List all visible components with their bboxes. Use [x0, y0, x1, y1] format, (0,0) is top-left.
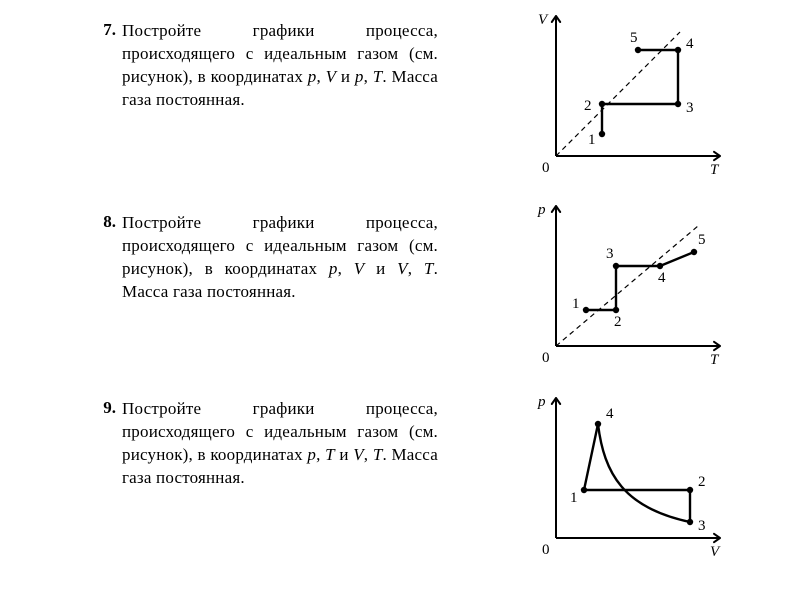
- svg-text:0: 0: [542, 160, 550, 176]
- svg-text:3: 3: [686, 100, 694, 116]
- svg-text:2: 2: [698, 474, 706, 490]
- diagram: 12345TV0: [530, 6, 730, 181]
- diagram: 12345Tp0: [530, 196, 730, 371]
- svg-text:2: 2: [584, 98, 592, 114]
- svg-text:3: 3: [698, 518, 706, 534]
- svg-text:0: 0: [542, 350, 550, 366]
- diagram: 1234Vp0: [530, 388, 730, 563]
- problem-number: 7.: [90, 20, 122, 40]
- problem-text: Постройте графики процесса, происходящег…: [122, 212, 438, 304]
- problem-number: 8.: [90, 212, 122, 232]
- svg-text:p: p: [537, 394, 546, 410]
- svg-text:1: 1: [588, 132, 596, 148]
- svg-text:2: 2: [614, 314, 622, 330]
- problem-block: 9.Постройте графики процесса, происходящ…: [90, 398, 438, 490]
- svg-text:1: 1: [570, 490, 578, 506]
- svg-text:1: 1: [572, 296, 580, 312]
- problem-text: Постройте графики процесса, происходящег…: [122, 398, 438, 490]
- svg-text:4: 4: [686, 36, 694, 52]
- svg-text:0: 0: [542, 542, 550, 558]
- problem-number: 9.: [90, 398, 122, 418]
- svg-text:p: p: [537, 202, 546, 218]
- problem-text: Постройте графики процесса, происходящег…: [122, 20, 438, 112]
- problem-block: 8.Постройте графики процесса, происходящ…: [90, 212, 438, 304]
- svg-text:3: 3: [606, 246, 614, 262]
- problem-block: 7.Постройте графики процесса, происходящ…: [90, 20, 438, 112]
- svg-text:4: 4: [658, 270, 666, 286]
- svg-text:5: 5: [698, 232, 706, 248]
- svg-text:5: 5: [630, 30, 638, 46]
- svg-text:4: 4: [606, 406, 614, 422]
